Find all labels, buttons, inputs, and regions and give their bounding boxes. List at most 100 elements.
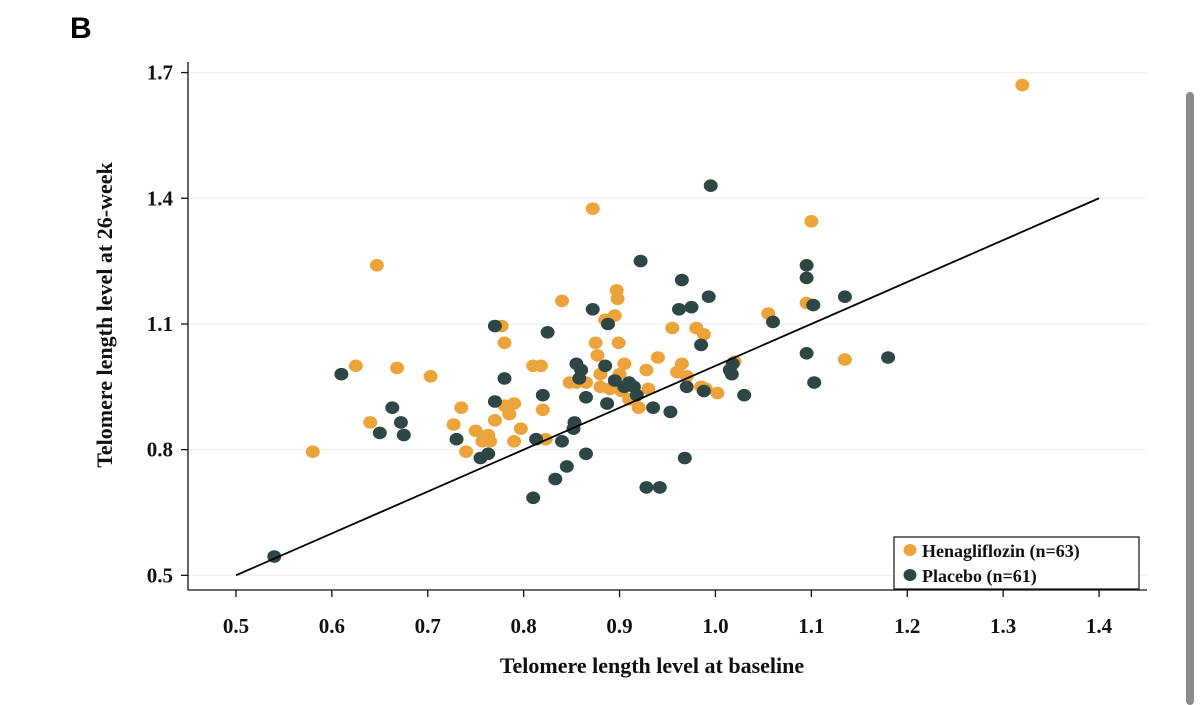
x-tick-label-9: 1.4 <box>1086 614 1113 638</box>
point-placebo-8 <box>481 447 496 461</box>
point-placebo-26 <box>585 303 600 316</box>
x-tick-label-8: 1.3 <box>990 614 1016 638</box>
legend-swatch-henagliflozin <box>903 544 917 556</box>
point-placebo-29 <box>601 317 615 331</box>
point-henagliflozin-47 <box>665 321 680 335</box>
point-henagliflozin-21 <box>533 359 548 373</box>
panel-label: B <box>70 12 92 45</box>
point-henagliflozin-2 <box>363 416 378 429</box>
y-axis-title: Telomere length level at 26-week <box>92 161 117 467</box>
point-henagliflozin-62 <box>483 435 498 448</box>
point-placebo-11 <box>497 372 512 385</box>
point-henagliflozin-18 <box>507 397 522 410</box>
point-placebo-25 <box>579 391 593 404</box>
x-tick-label-2: 0.7 <box>415 614 441 638</box>
point-placebo-53 <box>799 259 814 272</box>
point-henagliflozin-12 <box>487 414 502 427</box>
point-placebo-46 <box>701 290 716 304</box>
point-placebo-23 <box>574 363 589 377</box>
tick-labels: 0.5 0.8 1.1 1.4 1.7 0.5 0.6 0.7 0.8 0.9 1.0 1.1 1.2 1… <box>147 61 1113 638</box>
point-henagliflozin-28 <box>585 202 600 215</box>
point-henagliflozin-38 <box>611 336 626 350</box>
point-henagliflozin-8 <box>459 445 474 459</box>
point-henagliflozin-19 <box>513 422 528 436</box>
point-placebo-6 <box>449 432 464 446</box>
point-placebo-3 <box>385 401 400 415</box>
point-placebo-1 <box>334 367 349 381</box>
point-henagliflozin-14 <box>497 336 512 350</box>
point-henagliflozin-46 <box>650 351 665 364</box>
point-placebo-12 <box>526 491 541 505</box>
point-placebo-37 <box>652 481 667 494</box>
axes <box>181 62 1147 597</box>
vertical-scrollbar[interactable] <box>1186 92 1194 705</box>
point-placebo-40 <box>674 273 689 287</box>
point-placebo-35 <box>639 481 654 494</box>
point-placebo-49 <box>724 367 739 381</box>
point-placebo-27 <box>598 359 613 373</box>
point-placebo-15 <box>540 326 555 339</box>
point-placebo-60 <box>622 376 637 389</box>
reference-line-group <box>235 197 1100 577</box>
y-tick-label-4: 1.7 <box>147 61 173 85</box>
legend-box <box>893 536 1140 590</box>
point-placebo-28 <box>600 397 615 410</box>
point-henagliflozin-5 <box>423 370 438 383</box>
y-tick-label-0: 0.5 <box>147 563 173 587</box>
point-placebo-45 <box>696 384 711 398</box>
point-henagliflozin-49 <box>674 357 689 371</box>
point-henagliflozin-22 <box>535 403 550 417</box>
point-henagliflozin-29 <box>588 336 603 350</box>
point-henagliflozin-41 <box>617 357 632 371</box>
point-placebo-55 <box>799 347 814 360</box>
point-henagliflozin-24 <box>555 294 569 308</box>
point-placebo-10 <box>487 395 502 408</box>
point-henagliflozin-30 <box>590 349 605 362</box>
point-placebo-54 <box>799 271 814 285</box>
point-henagliflozin-6 <box>446 418 461 431</box>
reference-line <box>235 197 1100 577</box>
point-henagliflozin-17 <box>507 435 522 448</box>
point-placebo-38 <box>663 405 678 419</box>
point-placebo-56 <box>806 298 821 312</box>
data-points <box>267 78 1030 563</box>
point-placebo-9 <box>487 319 502 333</box>
point-placebo-16 <box>548 472 563 486</box>
point-henagliflozin-4 <box>390 361 405 375</box>
point-placebo-52 <box>766 315 780 329</box>
point-placebo-39 <box>672 303 686 316</box>
legend-label-henagliflozin: Henagliflozin (n=63) <box>922 541 1080 562</box>
legend-label-placebo: Placebo (n=61) <box>922 566 1037 587</box>
point-placebo-36 <box>646 401 661 415</box>
point-placebo-50 <box>725 357 740 371</box>
point-henagliflozin-59 <box>804 215 819 228</box>
y-tick-label-1: 0.8 <box>147 438 173 462</box>
point-placebo-18 <box>559 460 574 473</box>
point-henagliflozin-37 <box>610 292 625 306</box>
point-placebo-42 <box>679 380 694 394</box>
point-henagliflozin-52 <box>696 328 711 341</box>
point-placebo-43 <box>684 300 699 314</box>
point-henagliflozin-55 <box>710 386 725 400</box>
legend-swatch-placebo <box>903 569 917 581</box>
x-tick-label-3: 0.8 <box>511 614 537 638</box>
point-henagliflozin-7 <box>454 401 469 415</box>
x-axis-title: Telomere length level at baseline <box>500 653 805 678</box>
y-tick-label-2: 1.1 <box>147 312 173 336</box>
legend: Henagliflozin (n=63) Placebo (n=61) <box>893 536 1140 590</box>
point-placebo-17 <box>555 435 569 448</box>
point-henagliflozin-45 <box>641 382 656 396</box>
point-placebo-41 <box>677 451 692 465</box>
point-placebo-2 <box>372 426 387 440</box>
point-henagliflozin-0 <box>305 445 320 459</box>
point-placebo-14 <box>535 388 550 402</box>
point-placebo-24 <box>579 447 593 461</box>
point-henagliflozin-44 <box>639 363 654 377</box>
point-henagliflozin-3 <box>369 259 384 272</box>
point-placebo-47 <box>703 179 718 192</box>
point-henagliflozin-1 <box>348 359 363 373</box>
point-placebo-44 <box>694 338 709 352</box>
x-tick-label-1: 0.6 <box>319 614 345 638</box>
